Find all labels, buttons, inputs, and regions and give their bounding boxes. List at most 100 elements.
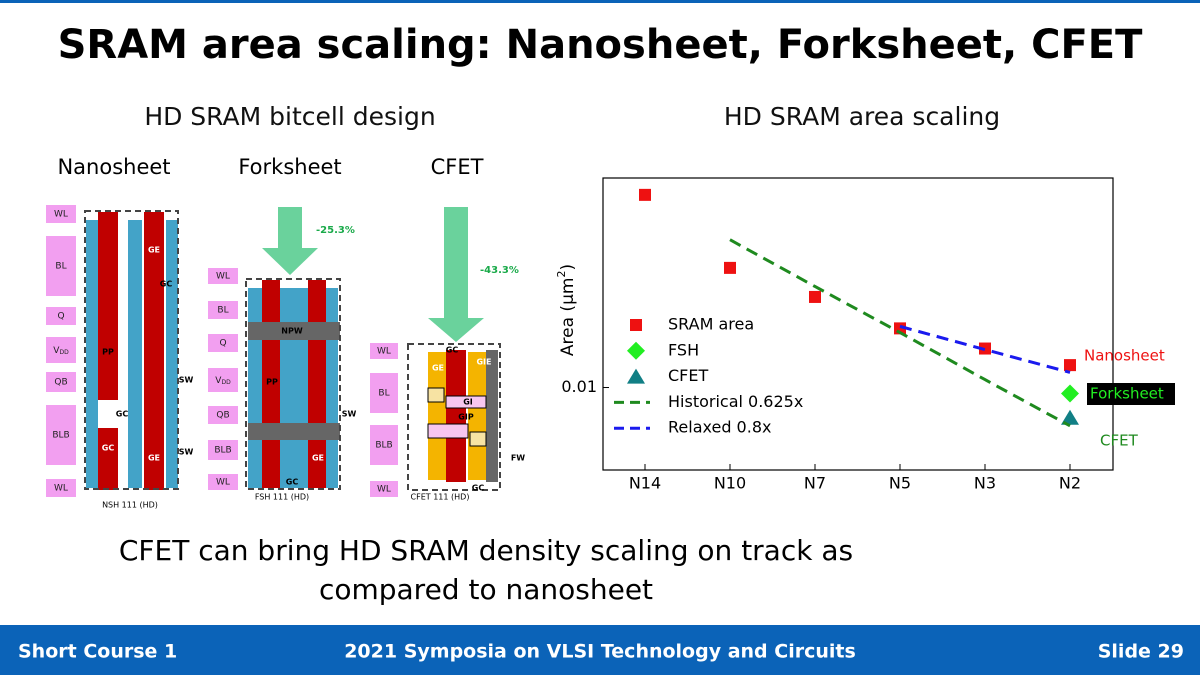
legend-swatch <box>627 368 645 384</box>
label: BL <box>217 306 228 316</box>
label: QB <box>54 378 67 388</box>
label: 2 <box>555 271 568 278</box>
x-tick-label: N14 <box>629 474 661 493</box>
x-tick-label: N3 <box>974 474 996 493</box>
label: GC <box>160 280 173 289</box>
legend-swatch <box>630 319 642 331</box>
footer-bar <box>0 625 1200 675</box>
label: WL <box>377 347 391 357</box>
forksheet-cell: -25.3% NPW PP SW GE GC FSH 111 (HD) WL B… <box>208 207 356 502</box>
y-tick-label: 0.01 <box>561 377 597 396</box>
data-point <box>809 290 821 303</box>
series-line <box>729 238 1071 428</box>
panel-title: Nanosheet <box>57 155 170 179</box>
panel-title: Forksheet <box>238 155 341 179</box>
label: SW <box>179 448 194 457</box>
label: WL <box>54 484 68 494</box>
annotation: CFET <box>1100 432 1139 450</box>
label: GC <box>286 478 299 487</box>
label: PP <box>266 378 278 387</box>
label: SW <box>179 376 194 385</box>
subtitle: HD SRAM area scaling <box>724 102 1000 131</box>
label: V <box>53 346 60 356</box>
legend-label: Relaxed 0.8x <box>668 418 771 437</box>
x-tick-label: N5 <box>889 474 911 493</box>
annotation: Forksheet <box>1090 385 1164 403</box>
data-point <box>639 188 651 201</box>
label: DD <box>59 349 69 356</box>
series-line <box>899 324 1071 374</box>
label: NSH 111 (HD) <box>102 501 158 510</box>
legend-label: FSH <box>668 340 699 359</box>
label: BL <box>378 389 389 399</box>
label: FW <box>511 454 525 463</box>
label: BLB <box>375 441 392 451</box>
x-tick-label: N10 <box>714 474 746 493</box>
label: QB <box>216 411 229 421</box>
label: CFET 111 (HD) <box>411 493 470 502</box>
label: WL <box>216 478 230 488</box>
label: WL <box>377 485 391 495</box>
label: BLB <box>214 446 231 456</box>
label: -43.3% <box>480 265 519 276</box>
label: GIE <box>476 358 491 367</box>
label: WL <box>216 272 230 282</box>
label: V <box>215 376 222 386</box>
subtitle: HD SRAM bitcell design <box>144 102 435 131</box>
y-axis-label: Area (μm2) <box>555 264 578 356</box>
legend-marker <box>630 319 642 331</box>
annotation: Nanosheet <box>1084 347 1165 365</box>
legend-marker <box>627 368 645 384</box>
slide-title: SRAM area scaling: Nanosheet, Forksheet,… <box>58 22 1144 68</box>
annotation-box <box>1087 383 1175 405</box>
label: GIP <box>458 413 474 422</box>
legend-label: SRAM area <box>668 315 754 334</box>
top-rule <box>0 0 1200 3</box>
label: -25.3% <box>316 225 355 236</box>
legend-swatch <box>627 341 645 360</box>
label: SW <box>342 410 357 419</box>
label: Q <box>219 339 226 349</box>
legend-label: Historical 0.625x <box>668 392 803 411</box>
label: Q <box>57 312 64 322</box>
label: GE <box>148 454 160 463</box>
panel-title: CFET <box>431 155 484 179</box>
body-text: CFET can bring HD SRAM density scaling o… <box>119 534 853 567</box>
label: ) <box>558 264 578 271</box>
label: WL <box>54 210 68 220</box>
label: PP <box>102 348 114 357</box>
label: FSH 111 (HD) <box>255 493 309 502</box>
svg-text:VDD: VDD <box>215 376 231 386</box>
label: BLB <box>52 431 69 441</box>
label: Area (μm <box>558 278 578 357</box>
label: GI <box>463 398 473 407</box>
label: BL <box>55 262 66 272</box>
footer-center: 2021 Symposia on VLSI Technology and Cir… <box>344 641 856 663</box>
body-text: compared to nanosheet <box>319 573 653 606</box>
label: GC <box>102 444 115 453</box>
label: GC <box>472 484 485 493</box>
label: NPW <box>281 327 303 336</box>
label: GE <box>432 364 444 373</box>
label: GC <box>116 410 129 419</box>
label: GC <box>446 346 459 355</box>
svg-text:VDD: VDD <box>53 346 69 356</box>
legend-label: CFET <box>668 366 708 385</box>
x-tick-label: N7 <box>804 474 826 493</box>
nanosheet-cell: GE GC PP SW GC GE SW GC NSH 111 (HD) WL … <box>46 205 193 510</box>
data-point <box>1061 409 1079 425</box>
data-point <box>1064 359 1076 372</box>
plot-frame <box>602 177 1114 471</box>
legend-marker <box>627 341 645 360</box>
footer-right: Slide 29 <box>1098 641 1184 663</box>
chart: Area (μm2) 0.01 N14 N10 N7 N5 N3 N2 SRAM area FS… <box>555 177 1175 493</box>
label: DD <box>221 379 231 386</box>
x-tick-label: N2 <box>1059 474 1081 493</box>
data-point <box>724 261 736 274</box>
data-point <box>1061 384 1079 403</box>
footer-left: Short Course 1 <box>18 641 177 663</box>
label: GE <box>148 246 160 255</box>
cfet-cell: -43.3% GC GE GIE GI GIP FW GC CFET 111 (… <box>370 207 525 502</box>
label: GE <box>312 454 324 463</box>
